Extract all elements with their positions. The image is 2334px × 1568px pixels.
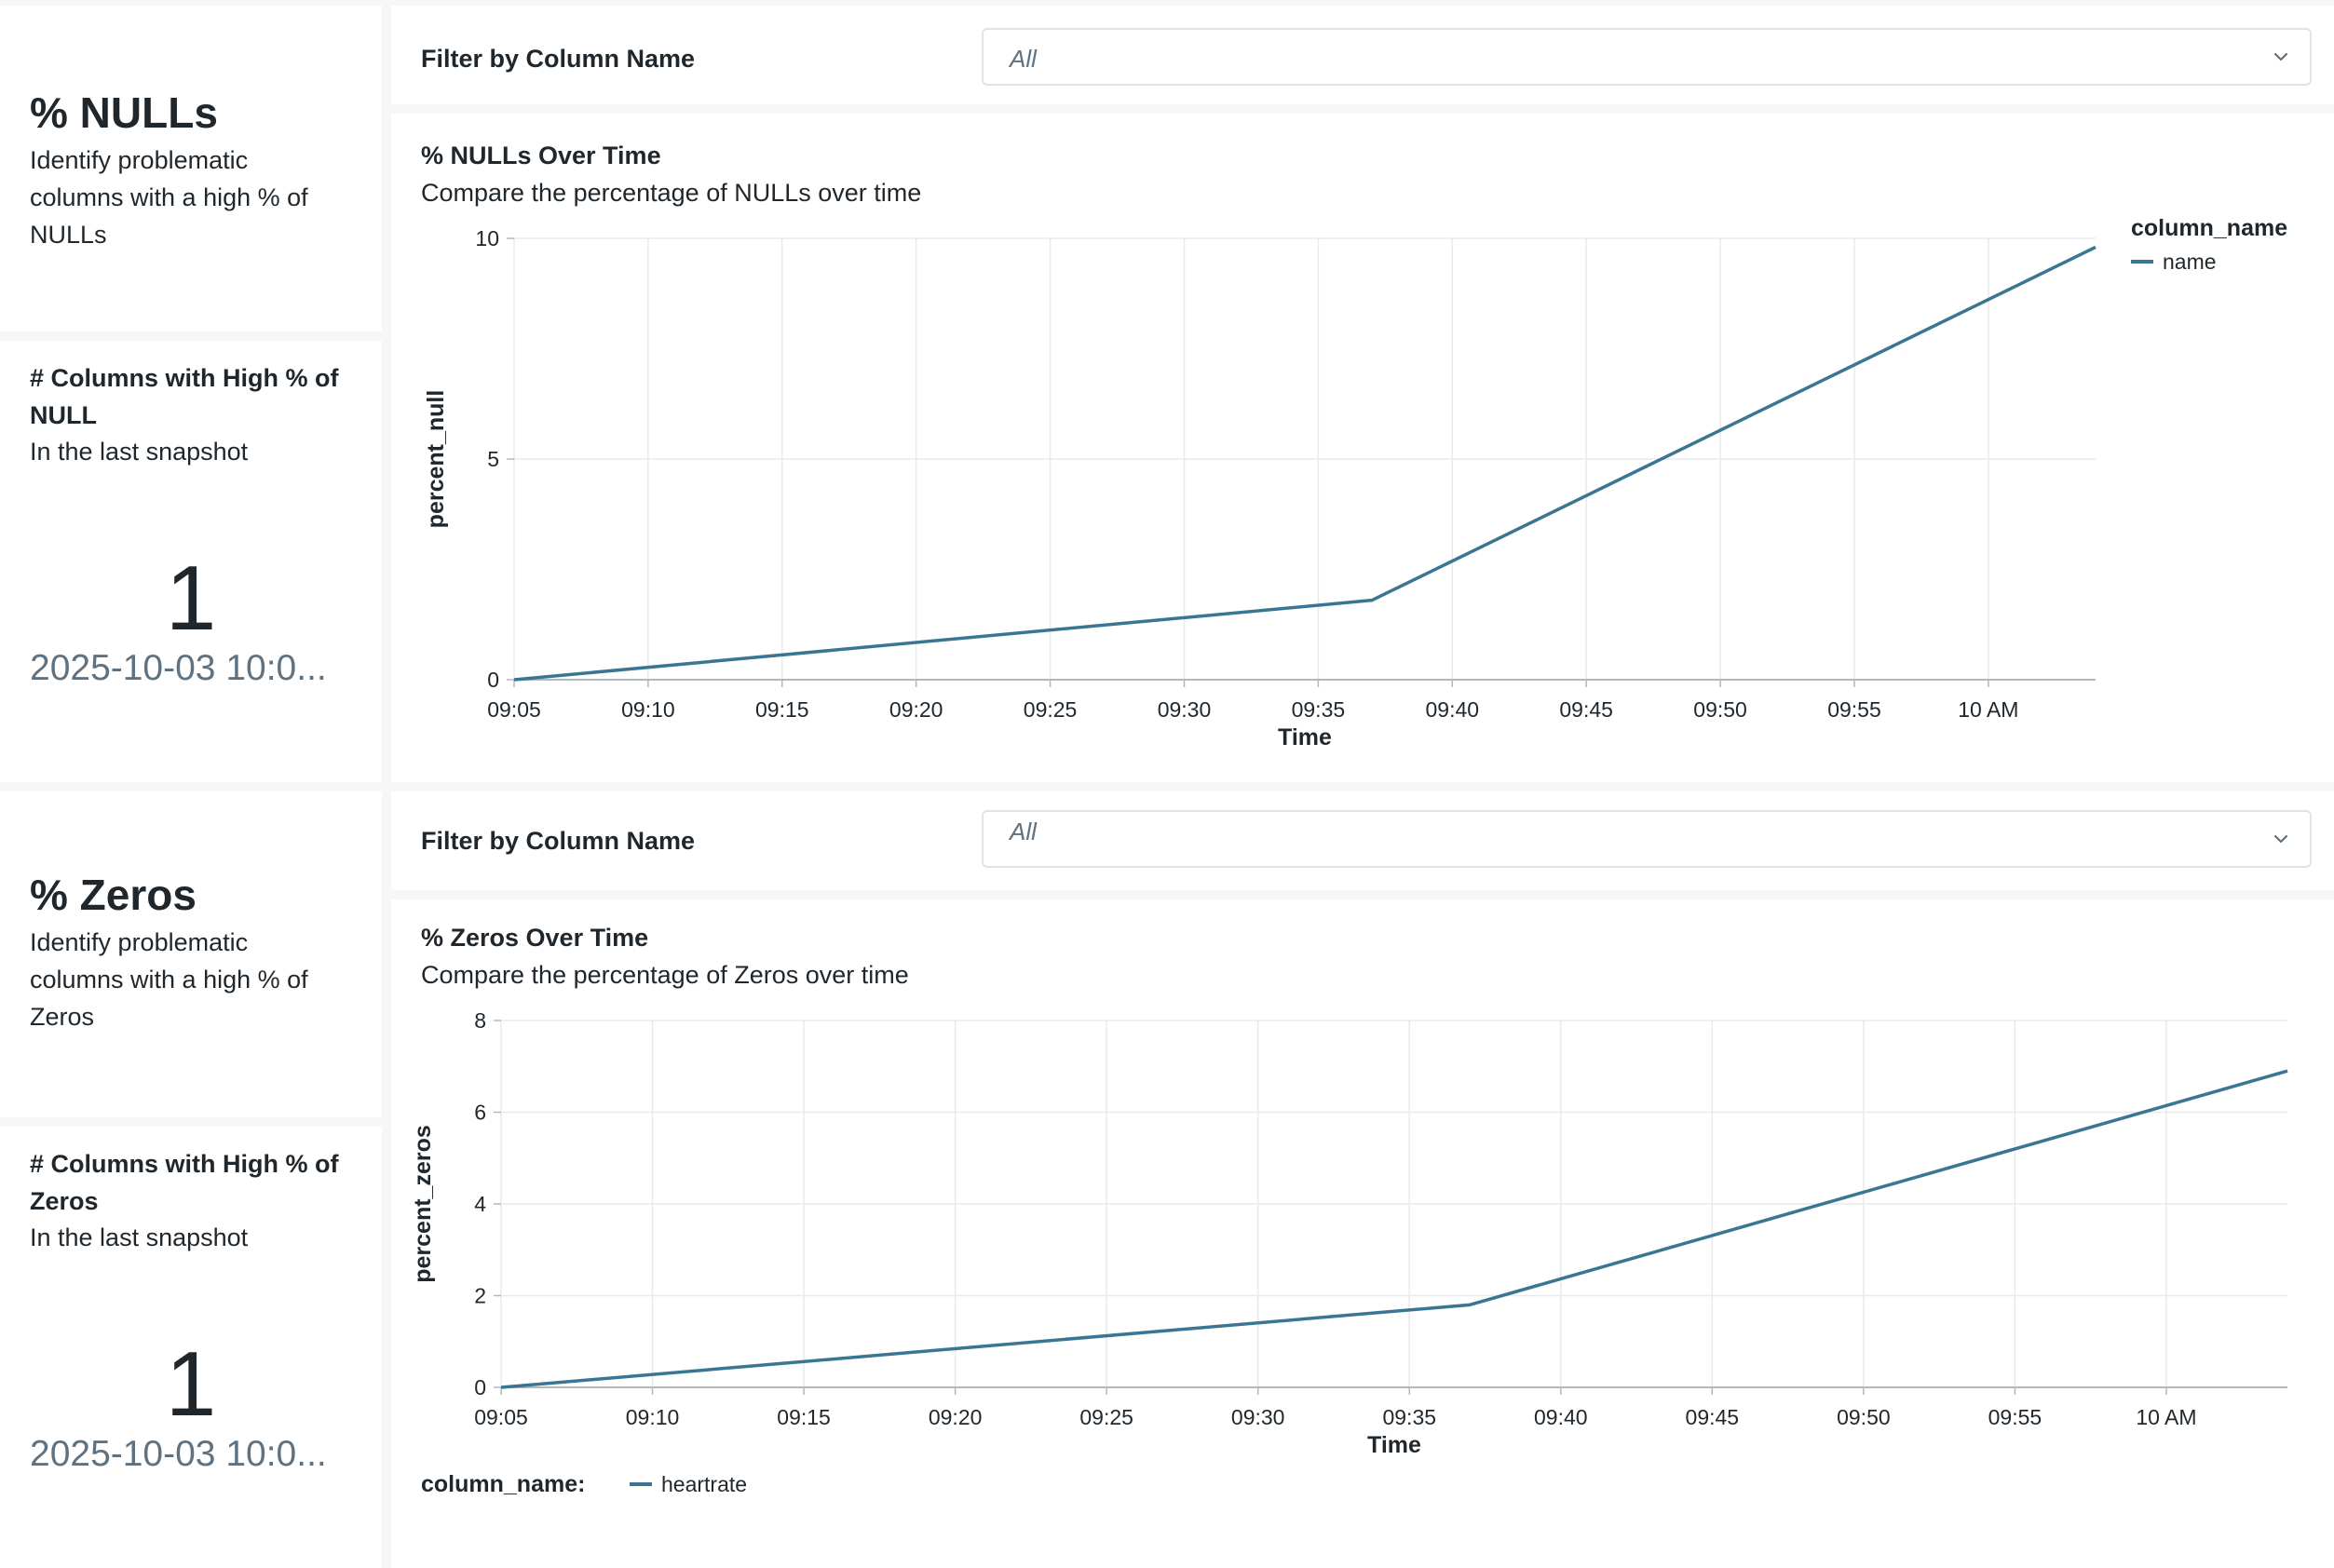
- y-tick-label: 4: [474, 1192, 486, 1216]
- zeros-line-chart: 09:05 09:10 09:15 09:20 09:25 09:30 09:35 09:40…: [410, 1008, 2288, 1497]
- x-tick-label: 09:10: [626, 1405, 680, 1429]
- nulls-section-title: % NULLs: [30, 88, 218, 137]
- x-tick-label: 09:05: [474, 1405, 528, 1429]
- nulls-filter-card: Filter by Column Name All: [391, 6, 2334, 104]
- nulls-section-card: % NULLs Identify problematic columns wit…: [0, 6, 382, 331]
- chevron-down-icon: [2273, 834, 2288, 844]
- zeros-section-card: % Zeros Identify problematic columns wit…: [0, 791, 382, 1117]
- zeros-chart-card: % Zeros Over Time Compare the percentage…: [391, 899, 2334, 1568]
- x-tick-label: 09:35: [1382, 1405, 1436, 1429]
- x-tick-label: 09:15: [755, 697, 809, 722]
- y-axis-title: percent_zeros: [410, 1125, 436, 1283]
- x-tick-label: 09:50: [1837, 1405, 1891, 1429]
- x-axis-title: Time: [1367, 1432, 1421, 1458]
- zeros-kpi-title: # Columns with High % of Zeros: [30, 1150, 339, 1215]
- x-tick-label: 10 AM: [1958, 697, 2018, 722]
- zeros-chart-title: % Zeros Over Time: [421, 924, 649, 952]
- x-tick-label: 09:25: [1024, 697, 1078, 722]
- x-tick-label: 09:20: [929, 1405, 983, 1429]
- nulls-kpi-subtitle: In the last snapshot: [30, 438, 249, 466]
- x-tick-label: 09:50: [1693, 697, 1747, 722]
- x-tick-label: 09:40: [1426, 697, 1480, 722]
- zeros-filter-card: Filter by Column Name All: [391, 791, 2334, 890]
- x-tick-label: 09:40: [1534, 1405, 1588, 1429]
- nulls-column-select[interactable]: All: [982, 28, 2312, 86]
- zeros-kpi-card: # Columns with High % of Zeros In the la…: [0, 1127, 382, 1568]
- zeros-kpi-date: 2025-10-03 10:0...: [30, 1434, 327, 1474]
- zeros-kpi-subtitle: In the last snapshot: [30, 1223, 249, 1251]
- nulls-chart-subtitle: Compare the percentage of NULLs over tim…: [421, 179, 922, 207]
- y-tick-label: 2: [474, 1284, 486, 1308]
- zeros-section-description: Identify problematic columns with a high…: [30, 928, 308, 1031]
- x-tick-label: 09:05: [487, 697, 541, 722]
- y-tick-label: 5: [487, 447, 499, 471]
- x-tick-label: 09:15: [777, 1405, 831, 1429]
- x-tick-label: 09:55: [1988, 1405, 2042, 1429]
- nulls-filter-label: Filter by Column Name: [421, 45, 696, 73]
- y-tick-label: 0: [487, 668, 499, 692]
- y-tick-label: 6: [474, 1101, 486, 1125]
- y-axis-title: percent_null: [423, 390, 449, 529]
- y-tick-label: 8: [474, 1008, 486, 1033]
- y-tick-label: 0: [474, 1375, 486, 1399]
- legend-item-label: heartrate: [661, 1472, 747, 1496]
- x-tick-label: 09:35: [1292, 697, 1346, 722]
- zeros-chart-subtitle: Compare the percentage of Zeros over tim…: [421, 961, 909, 989]
- x-tick-label: 09:30: [1158, 697, 1212, 722]
- x-tick-label: 09:25: [1079, 1405, 1133, 1429]
- zeros-section-title: % Zeros: [30, 871, 197, 919]
- legend-item-label: name: [2163, 250, 2217, 274]
- chevron-down-icon: [2273, 52, 2288, 61]
- nulls-line-chart: 09:05 09:10 09:15 09:20 09:25 09:30 09:35 09:40…: [423, 215, 2287, 750]
- zeros-filter-label: Filter by Column Name: [421, 827, 696, 855]
- nulls-chart-title: % NULLs Over Time: [421, 142, 661, 169]
- x-tick-label: 09:20: [889, 697, 943, 722]
- nulls-kpi-title: # Columns with High % of NULL: [30, 364, 339, 429]
- nulls-kpi-value: 1: [165, 547, 217, 649]
- series-line-name: [513, 245, 2097, 682]
- zeros-column-select[interactable]: All: [982, 810, 2312, 868]
- x-tick-label: 09:30: [1231, 1405, 1285, 1429]
- x-tick-label: 09:55: [1827, 697, 1881, 722]
- x-tick-label: 10 AM: [2136, 1405, 2196, 1429]
- x-tick-label: 09:10: [621, 697, 675, 722]
- legend-title: column_name: [2131, 215, 2287, 241]
- nulls-kpi-card: # Columns with High % of NULL In the las…: [0, 341, 382, 782]
- nulls-section-description: Identify problematic columns with a high…: [30, 146, 308, 249]
- x-axis-title: Time: [1278, 724, 1332, 750]
- y-tick-label: 10: [475, 226, 499, 250]
- series-line-heartrate: [500, 1069, 2288, 1389]
- legend-title: column_name:: [421, 1471, 585, 1497]
- x-tick-label: 09:45: [1559, 697, 1613, 722]
- zeros-select-value: All: [1010, 818, 1037, 845]
- nulls-select-value: All: [1010, 45, 1037, 73]
- nulls-chart-card: % NULLs Over Time Compare the percentage…: [391, 114, 2334, 782]
- x-tick-label: 09:45: [1686, 1405, 1740, 1429]
- nulls-kpi-date: 2025-10-03 10:0...: [30, 648, 327, 688]
- zeros-kpi-value: 1: [165, 1332, 217, 1435]
